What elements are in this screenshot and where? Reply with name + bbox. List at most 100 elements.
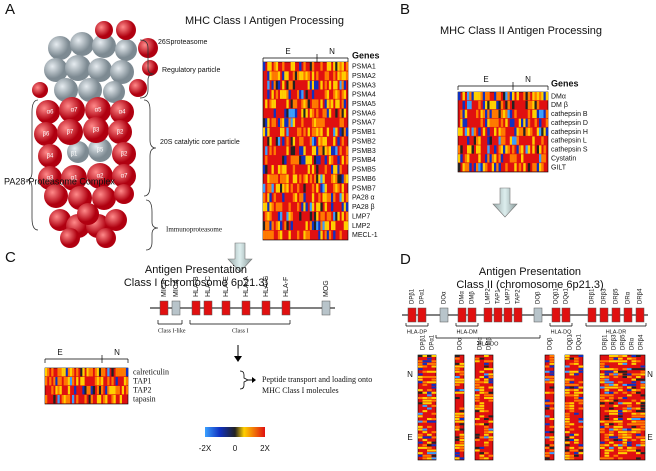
heatmap-cell [636, 428, 641, 431]
heatmap-cell [636, 433, 641, 436]
heatmap-cell [618, 355, 623, 358]
heatmap-cell [489, 136, 492, 145]
heatmap-cell [431, 449, 437, 452]
heatmap-cell [494, 109, 497, 119]
heatmap-cell [518, 118, 522, 127]
heatmap-cell [303, 174, 306, 184]
heatmap-cell [488, 436, 494, 439]
heatmap-cell [636, 412, 641, 415]
group-label: Class I [232, 328, 249, 334]
heatmap-cell [455, 383, 460, 386]
heatmap-cell [578, 407, 584, 410]
gene-label: LMP2 [352, 223, 370, 230]
heatmap-cell [622, 368, 628, 371]
heatmap-cell [284, 108, 287, 118]
heatmap-cell [455, 454, 460, 457]
heatmap-cell [609, 420, 614, 423]
heatmap-cell [418, 355, 423, 358]
heatmap-cell [578, 391, 584, 394]
heatmap-cell [107, 386, 110, 395]
heatmap-cell [618, 415, 623, 418]
heatmap-cell [627, 428, 632, 431]
heatmap-cell [569, 428, 575, 431]
heatmap-cell [640, 378, 646, 381]
heatmap-cell [484, 452, 489, 455]
heatmap-cell [604, 365, 610, 368]
heatmap-cell [640, 410, 646, 413]
heatmap-cell [574, 397, 579, 400]
heatmap-cell [51, 386, 54, 395]
heatmap-cell [341, 155, 344, 165]
heatmap-cell [326, 71, 330, 81]
heatmap-cell [467, 145, 470, 154]
heatmap-cell [271, 165, 274, 174]
heatmap-cell [613, 412, 619, 415]
heatmap-cell [485, 100, 488, 110]
heatmap-cell [487, 109, 490, 119]
heatmap-cell [467, 136, 470, 145]
heatmap-cell [326, 90, 330, 99]
heatmap-cell [305, 202, 308, 212]
heatmap-cell [613, 418, 619, 421]
heatmap-cell [318, 202, 321, 212]
heatmap-cell [565, 439, 570, 442]
heatmap-cell [324, 202, 327, 212]
heatmap-cell [63, 368, 66, 377]
heatmap-cell [488, 428, 494, 431]
heatmap-cell [282, 165, 285, 174]
heatmap-cell [631, 412, 637, 415]
heatmap-cell [496, 163, 499, 172]
heatmap-cell [527, 109, 531, 119]
heatmap-cell [105, 386, 108, 395]
heatmap-cell [507, 100, 510, 110]
locus-label: DRβ1 [590, 288, 596, 304]
heatmap-cell [479, 357, 485, 360]
heatmap-cell [618, 373, 623, 376]
heatmap-cell [640, 425, 646, 428]
locus [261, 300, 271, 316]
heatmap-cell [273, 118, 276, 127]
heatmap-cell [431, 362, 437, 365]
heatmap-cell [514, 127, 517, 136]
heatmap-cell [82, 377, 85, 386]
heatmap-cell [314, 118, 317, 127]
heatmap-cell [284, 71, 287, 81]
heatmap-cell [269, 193, 272, 202]
heatmap-cell [600, 394, 605, 397]
heatmap-cell [631, 386, 637, 389]
heatmap-cell [303, 155, 306, 165]
heatmap-cell [574, 370, 579, 373]
heatmap-cell [59, 386, 62, 395]
heatmap-cell [422, 436, 428, 439]
heatmap-cell [475, 378, 480, 381]
heatmap-cell [631, 428, 637, 431]
heatmap-cell [482, 92, 486, 101]
heatmap-cell [459, 389, 465, 392]
locus-label: HLA-E [223, 276, 230, 297]
heatmap-cell [640, 420, 646, 423]
gene-label: PA28 β [352, 204, 375, 211]
locus-label: DOα [442, 291, 448, 304]
column-label: DRβ5 [621, 334, 627, 350]
heatmap-cell [488, 376, 494, 379]
heatmap-cell [491, 100, 495, 110]
heatmap-cell [55, 377, 58, 386]
heatmap-cell [301, 90, 304, 99]
heatmap-cell [487, 92, 490, 101]
heatmap-cell [565, 454, 570, 457]
heatmap-cell [335, 90, 338, 99]
heatmap-cell [500, 100, 504, 110]
proteasome-label: PA28-Proteasome Complex [4, 176, 115, 186]
heatmap-cell [59, 377, 62, 386]
heatmap-cell [290, 108, 293, 118]
heatmap-cell [640, 436, 646, 439]
heatmap-cell [475, 357, 480, 360]
heatmap-cell [299, 90, 302, 99]
subunit-label: β2 [117, 130, 124, 136]
gene-label: cathepsin S [551, 147, 588, 154]
heatmap-cell [337, 90, 340, 99]
heatmap-cell [343, 221, 347, 231]
subunit-label: β5 [97, 148, 104, 154]
heatmap-cell [489, 118, 492, 127]
heatmap-cell [305, 174, 308, 184]
